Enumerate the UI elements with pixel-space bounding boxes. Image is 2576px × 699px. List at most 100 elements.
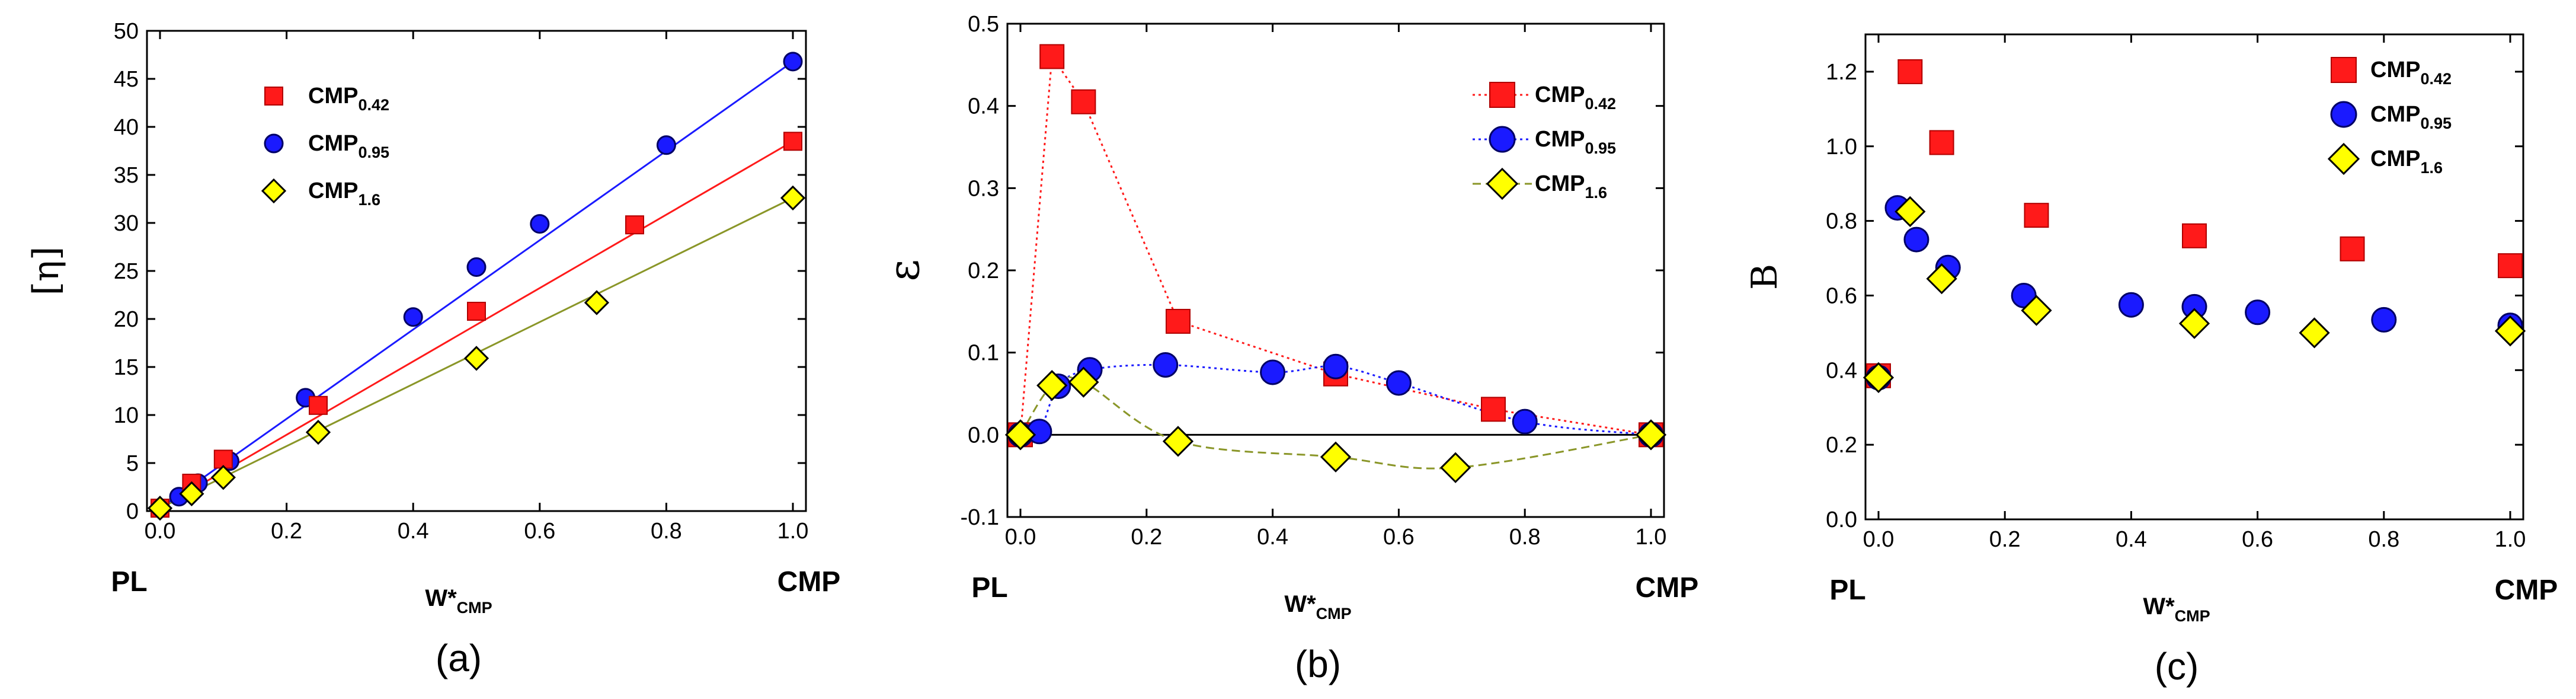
panel-caption: (b): [1295, 643, 1341, 685]
x-tick-label: 0.0: [1005, 525, 1036, 550]
data-point-0.95: [783, 52, 803, 72]
series-1.6: [147, 185, 806, 521]
x-tick-label: 0.0: [1863, 527, 1895, 552]
legend-label-0.42: CMP0.42: [2370, 58, 2452, 88]
data-point-1.6: [1162, 426, 1194, 457]
y-axis-label: B: [1744, 264, 1785, 290]
legend-label-0.42: CMP0.42: [1535, 82, 1616, 113]
y-tick-label: 0.2: [968, 258, 999, 283]
y-tick-label: 25: [114, 259, 139, 284]
y-tick-label: 0.3: [968, 176, 999, 201]
data-point-0.95: [2011, 282, 2037, 308]
y-tick-label: 35: [114, 163, 139, 188]
x-tick-label: 0.2: [271, 519, 302, 544]
data-point-0.95: [1903, 226, 1929, 253]
data-point-1.6: [1926, 263, 1957, 295]
y-tick-label: -0.1: [961, 505, 999, 530]
series-0.42: [1866, 59, 2523, 388]
data-point-1.6: [2178, 308, 2210, 339]
y-tick-label: 0.2: [1826, 433, 1857, 458]
plot-frame: [1864, 33, 2524, 521]
legend-label-0.42: CMP0.42: [308, 84, 389, 114]
y-tick-label: 0.5: [968, 12, 999, 37]
legend-marker-1.6: [261, 178, 287, 204]
x-tick-label: 0.4: [2116, 527, 2147, 552]
y-axis-label: [η]: [25, 247, 67, 296]
data-point-0.95: [1385, 370, 1412, 396]
y-tick-label: 15: [114, 355, 139, 380]
fit-line-0.95: [159, 60, 793, 509]
data-point-0.42: [467, 302, 486, 321]
data-point-0.42: [1166, 308, 1191, 334]
data-point-0.42: [783, 132, 802, 151]
x-left-end-label: PL: [1829, 574, 1865, 606]
y-tick-label: 0.4: [968, 94, 999, 119]
data-point-0.95: [1260, 359, 1286, 385]
data-point-0.42: [2498, 253, 2523, 279]
y-tick-label: 30: [114, 211, 139, 236]
data-point-1.6: [2299, 317, 2330, 349]
x-tick-label: 1.0: [1636, 525, 1667, 550]
x-tick-label: 0.8: [651, 519, 682, 544]
y-tick-label: 0.0: [968, 423, 999, 448]
y-tick-label: 0.1: [968, 341, 999, 366]
data-point-0.42: [2182, 223, 2207, 248]
y-tick-label: 40: [114, 115, 139, 140]
data-point-0.42: [1039, 44, 1065, 69]
y-tick-label: 0.0: [1826, 508, 1857, 532]
y-tick-label: 0.4: [1826, 358, 1857, 383]
data-point-0.42: [2340, 236, 2365, 261]
legend-marker-0.42: [2331, 57, 2357, 83]
data-point-0.42: [2024, 203, 2049, 228]
legend-label-1.6: CMP1.6: [2370, 146, 2443, 177]
data-point-1.6: [305, 420, 331, 445]
legend-marker-1.6: [2327, 142, 2360, 175]
data-point-1.6: [1320, 441, 1352, 473]
x-right-end-label: CMP: [2495, 574, 2558, 606]
legend-marker-0.42: [1489, 82, 1515, 108]
y-tick-label: 20: [114, 307, 139, 332]
y-tick-label: 0.6: [1826, 283, 1857, 308]
data-point-1.6: [1440, 452, 1471, 483]
chart-panel-1: 0 5 10 15 20 25 30 35 40 45 50 0.0 0.2 0.4 0.6 0.8 1.0 [η…: [25, 19, 840, 679]
data-point-0.95: [656, 135, 676, 155]
legend-marker-0.95: [1489, 126, 1516, 153]
data-point-0.95: [2371, 307, 2397, 333]
legend-marker-0.95: [2330, 101, 2357, 128]
legend-marker-1.6: [1486, 167, 1519, 200]
data-point-0.42: [1897, 59, 1923, 84]
fit-line-0.42: [159, 141, 793, 509]
x-tick-label: 0.4: [398, 519, 429, 544]
data-point-0.42: [309, 395, 328, 415]
data-point-1.6: [1036, 370, 1068, 401]
x-right-end-label: CMP: [1636, 572, 1699, 604]
x-tick-label: 1.0: [2495, 527, 2526, 552]
data-point-0.95: [403, 307, 423, 327]
panel-caption: (c): [2155, 645, 2199, 688]
y-tick-label: 5: [126, 451, 139, 476]
legend-marker-0.42: [264, 87, 283, 106]
y-tick-label: 1.0: [1826, 135, 1857, 159]
x-tick-label: 0.0: [145, 519, 176, 544]
legend: CMP0.42 CMP0.95 CMP1.6: [2327, 57, 2452, 177]
data-point-0.42: [1071, 89, 1096, 114]
x-tick-label: 0.2: [1131, 525, 1162, 550]
data-point-1.6: [1863, 362, 1895, 394]
data-point-0.42: [1929, 130, 1954, 155]
y-tick-label: 0.8: [1826, 209, 1857, 234]
y-tick-label: 0: [126, 499, 139, 524]
y-tick-label: 10: [114, 403, 139, 428]
series-1.6: [1863, 196, 2526, 394]
x-left-end-label: PL: [971, 572, 1007, 604]
legend-label-0.95: CMP0.95: [2370, 102, 2452, 132]
data-point-1.6: [1004, 419, 1036, 451]
chart-panel-3: 0.0 0.2 0.4 0.6 0.8 1.0 1.2 0.0 0.2 0.4 0.6 0.8 1.0 B…: [1744, 33, 2558, 688]
y-tick-label: 45: [114, 67, 139, 92]
data-point-1.6: [584, 290, 610, 315]
data-point-0.95: [2118, 292, 2144, 318]
x-tick-label: 0.8: [2368, 527, 2399, 552]
data-point-0.95: [466, 257, 487, 277]
x-left-end-label: PL: [111, 566, 147, 598]
legend-label-0.95: CMP0.95: [1535, 127, 1616, 157]
